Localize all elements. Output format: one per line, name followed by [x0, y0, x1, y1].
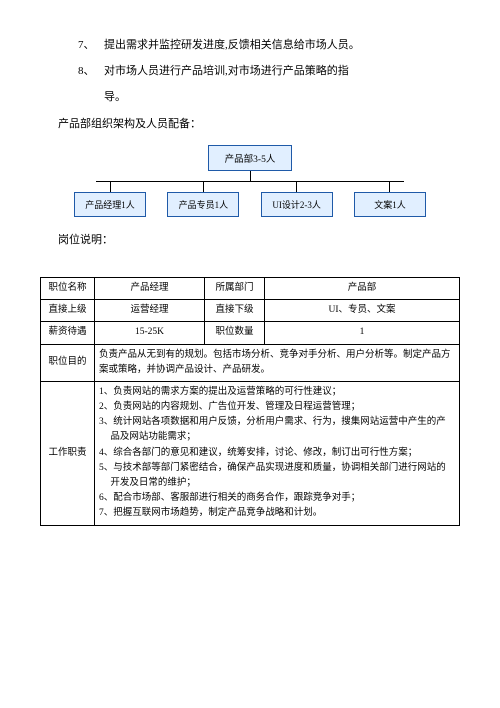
cell-value: 产品经理	[95, 277, 205, 299]
list-text-7: 提出需求并监控研发进度,反馈相关信息给市场人员。	[104, 39, 360, 51]
cell-label: 薪资待遇	[41, 322, 95, 344]
cell-value: 1	[265, 322, 460, 344]
list-item-8-cont: 导。	[104, 88, 460, 108]
org-node-spec: 产品专员1人	[167, 192, 239, 217]
duty-item: 5、与技术部等部门紧密结合，确保产品实现进度和质量，协调相关部门进行网站的开发及…	[99, 461, 455, 491]
cell-value: UI、专员、文案	[265, 300, 460, 322]
org-col-4: 文案1人	[354, 182, 426, 217]
cell-label: 职位数量	[205, 322, 265, 344]
org-connector-v	[296, 182, 297, 192]
table-row: 薪资待遇 15-25K 职位数量 1	[41, 322, 460, 344]
duty-item: 2、负责网站的内容规划、广告位开发、管理及日程运营管理；	[99, 400, 455, 415]
cell-label: 直接下级	[205, 300, 265, 322]
org-chart: 产品部3-5人 产品经理1人 产品专员1人 UI设计2-3人 文案1人	[70, 145, 430, 217]
cell-label: 直接上级	[41, 300, 95, 322]
list-num-8: 8、	[78, 62, 104, 82]
section-job-head: 岗位说明：	[58, 231, 460, 251]
table-row: 职位名称 产品经理 所属部门 产品部	[41, 277, 460, 299]
org-node-pm: 产品经理1人	[74, 192, 146, 217]
org-col-3: UI设计2-3人	[261, 182, 333, 217]
duty-item: 4、综合各部门的意见和建议，统筹安排，讨论、修改，制订出可行性方案；	[99, 446, 455, 461]
org-connector-h	[96, 181, 404, 182]
org-col-2: 产品专员1人	[167, 182, 239, 217]
section-org-head: 产品部组织架构及人员配备：	[58, 115, 460, 135]
duty-item: 3、统计网站各项数据和用户反馈，分析用户需求、行为，搜集网站运营中产生的产品及网…	[99, 415, 455, 445]
cell-purpose: 负责产品从无到有的规划。包括市场分析、竞争对手分析、用户分析等。制定产品方案或策…	[95, 344, 460, 381]
org-connector-v	[250, 171, 251, 181]
duty-item: 1、负责网站的需求方案的提出及运营策略的可行性建议；	[99, 385, 455, 400]
cell-label: 职位名称	[41, 277, 95, 299]
cell-label: 职位目的	[41, 344, 95, 381]
org-node-ui: UI设计2-3人	[261, 192, 333, 217]
job-table: 职位名称 产品经理 所属部门 产品部 直接上级 运营经理 直接下级 UI、专员、…	[40, 277, 460, 526]
cell-value: 运营经理	[95, 300, 205, 322]
org-connector-v	[203, 182, 204, 192]
duty-item: 6、配合市场部、客服部进行相关的商务合作，跟踪竞争对手；	[99, 491, 455, 506]
org-row-children: 产品经理1人 产品专员1人 UI设计2-3人 文案1人	[74, 182, 426, 217]
org-node-copy: 文案1人	[354, 192, 426, 217]
duty-item: 7、把握互联网市场趋势，制定产品竞争战略和计划。	[99, 506, 455, 521]
list-item-7: 7、提出需求并监控研发进度,反馈相关信息给市场人员。	[78, 36, 460, 56]
org-connector-v	[389, 182, 390, 192]
org-node-top: 产品部3-5人	[208, 145, 292, 171]
cell-label: 所属部门	[205, 277, 265, 299]
table-row: 工作职责 1、负责网站的需求方案的提出及运营策略的可行性建议； 2、负责网站的内…	[41, 381, 460, 525]
list-num-7: 7、	[78, 36, 104, 56]
org-connector-v	[110, 182, 111, 192]
table-row: 职位目的 负责产品从无到有的规划。包括市场分析、竞争对手分析、用户分析等。制定产…	[41, 344, 460, 381]
cell-value: 产品部	[265, 277, 460, 299]
table-row: 直接上级 运营经理 直接下级 UI、专员、文案	[41, 300, 460, 322]
cell-duties: 1、负责网站的需求方案的提出及运营策略的可行性建议； 2、负责网站的内容规划、广…	[95, 381, 460, 525]
list-text-8: 对市场人员进行产品培训,对市场进行产品策略的指	[104, 65, 349, 77]
list-item-8: 8、对市场人员进行产品培训,对市场进行产品策略的指	[78, 62, 460, 82]
org-col-1: 产品经理1人	[74, 182, 146, 217]
cell-value: 15-25K	[95, 322, 205, 344]
cell-label: 工作职责	[41, 381, 95, 525]
